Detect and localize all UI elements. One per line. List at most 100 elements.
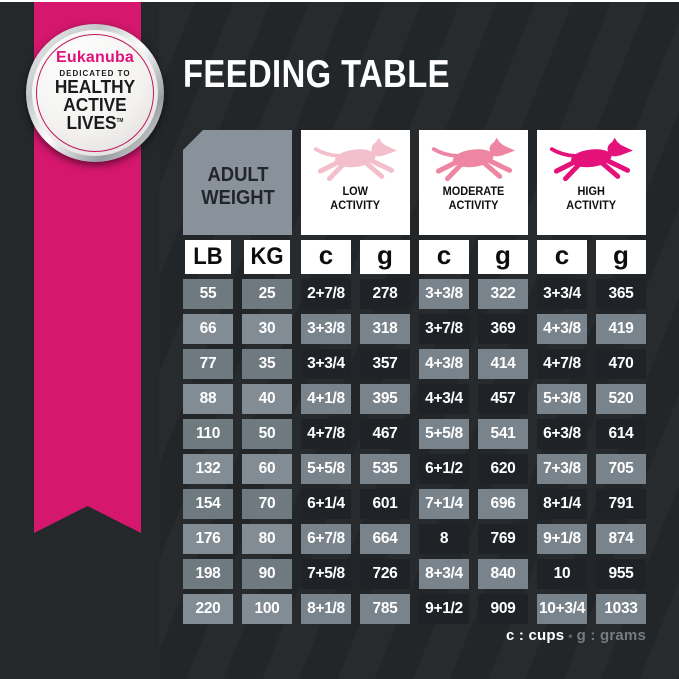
cell-mod_g: 840 xyxy=(478,559,528,589)
cell-low_g: 395 xyxy=(360,384,410,414)
legend-grams: g : grams xyxy=(576,627,646,644)
cell-mod_g: 457 xyxy=(478,384,528,414)
cell-mod_c: 4+3/8 xyxy=(419,349,469,379)
cell-high_g: 791 xyxy=(596,489,646,519)
legend-separator-dot: • xyxy=(568,629,573,643)
moderate-activity-line2: ACTIVITY xyxy=(448,200,499,213)
high-activity-line2: ACTIVITY xyxy=(566,200,617,213)
brand-badge: Eukanuba DEDICATED TO HEALTHY ACTIVE LIV… xyxy=(26,24,164,162)
cell-lb: 77 xyxy=(183,349,233,379)
badge-word-lives: LIVESTM xyxy=(35,112,156,133)
cell-mod_c: 8+3/4 xyxy=(419,559,469,589)
cell-low_g: 278 xyxy=(360,279,410,309)
page-title: FEEDING TABLE xyxy=(183,53,450,96)
cell-mod_c: 3+7/8 xyxy=(419,314,469,344)
cell-kg: 50 xyxy=(242,419,292,449)
cell-mod_c: 5+5/8 xyxy=(419,419,469,449)
cell-high_c: 9+1/8 xyxy=(537,524,587,554)
cell-mod_g: 909 xyxy=(478,594,528,624)
legend-cups: c : cups xyxy=(505,627,565,644)
running-dog-icon xyxy=(431,137,515,182)
badge-text: Eukanuba DEDICATED TO HEALTHY ACTIVE LIV… xyxy=(32,30,158,132)
cell-low_g: 664 xyxy=(360,524,410,554)
cell-mod_g: 322 xyxy=(478,279,528,309)
low-activity-line1: LOW xyxy=(342,186,369,198)
adult-weight-header: ADULT WEIGHT xyxy=(183,130,292,235)
badge-ring xyxy=(36,34,154,152)
high-activity-header: HIGH ACTIVITY xyxy=(537,130,646,235)
cell-mod_g: 769 xyxy=(478,524,528,554)
cell-low_g: 357 xyxy=(360,349,410,379)
cell-lb: 66 xyxy=(183,314,233,344)
brand-name: Eukanuba xyxy=(55,49,135,66)
cell-kg: 25 xyxy=(242,279,292,309)
low-activity-line2: ACTIVITY xyxy=(330,200,381,213)
cell-high_c: 3+3/4 xyxy=(537,279,587,309)
cell-kg: 60 xyxy=(242,454,292,484)
trademark-symbol: TM xyxy=(116,117,124,124)
unit-header-lb: LB xyxy=(185,240,231,274)
badge-word-healthy: HEALTHY xyxy=(54,77,136,97)
cell-high_c: 8+1/4 xyxy=(537,489,587,519)
cell-lb: 88 xyxy=(183,384,233,414)
cell-low_c: 6+1/4 xyxy=(301,489,351,519)
low-activity-label: LOW ACTIVITY xyxy=(331,185,381,214)
cell-low_c: 3+3/8 xyxy=(301,314,351,344)
cell-mod_c: 4+3/4 xyxy=(419,384,469,414)
unit-header-kg: KG xyxy=(244,240,290,274)
unit-header-g: g xyxy=(596,240,646,274)
unit-header-g: g xyxy=(360,240,410,274)
cell-high_g: 419 xyxy=(596,314,646,344)
cell-high_g: 365 xyxy=(596,279,646,309)
cell-lb: 154 xyxy=(183,489,233,519)
high-activity-label: HIGH ACTIVITY xyxy=(567,185,617,214)
cell-high_c: 5+3/8 xyxy=(537,384,587,414)
cell-mod_g: 414 xyxy=(478,349,528,379)
cell-mod_c: 3+3/8 xyxy=(419,279,469,309)
cell-lb: 132 xyxy=(183,454,233,484)
cell-high_g: 470 xyxy=(596,349,646,379)
cell-mod_c: 9+1/2 xyxy=(419,594,469,624)
unit-header-c: c xyxy=(419,240,469,274)
cell-kg: 80 xyxy=(242,524,292,554)
adult-weight-line1: ADULT xyxy=(207,163,268,186)
cell-kg: 40 xyxy=(242,384,292,414)
top-border xyxy=(0,0,679,2)
badge-word-lives-text: LIVES xyxy=(66,112,117,133)
moderate-activity-header: MODERATE ACTIVITY xyxy=(419,130,528,235)
cell-low_g: 726 xyxy=(360,559,410,589)
cell-high_g: 874 xyxy=(596,524,646,554)
cell-high_c: 6+3/8 xyxy=(537,419,587,449)
cell-low_g: 785 xyxy=(360,594,410,624)
cell-low_c: 2+7/8 xyxy=(301,279,351,309)
cell-low_c: 5+5/8 xyxy=(301,454,351,484)
badge-face: Eukanuba DEDICATED TO HEALTHY ACTIVE LIV… xyxy=(32,30,158,156)
cell-high_c: 10 xyxy=(537,559,587,589)
cell-high_g: 520 xyxy=(596,384,646,414)
cell-lb: 198 xyxy=(183,559,233,589)
cell-low_c: 4+7/8 xyxy=(301,419,351,449)
cell-mod_g: 620 xyxy=(478,454,528,484)
legend: c : cups • g : grams xyxy=(183,627,646,644)
cell-kg: 90 xyxy=(242,559,292,589)
cell-low_c: 8+1/8 xyxy=(301,594,351,624)
badge-word-active: ACTIVE xyxy=(63,94,127,115)
cell-high_g: 614 xyxy=(596,419,646,449)
cell-high_c: 10+3/4 xyxy=(537,594,587,624)
moderate-activity-label: MODERATE ACTIVITY xyxy=(443,185,505,214)
cell-high_c: 4+7/8 xyxy=(537,349,587,379)
running-dog-icon xyxy=(313,137,397,182)
cell-low_c: 7+5/8 xyxy=(301,559,351,589)
cell-mod_c: 8 xyxy=(419,524,469,554)
moderate-activity-line1: MODERATE xyxy=(442,186,505,198)
cell-kg: 30 xyxy=(242,314,292,344)
cell-high_g: 705 xyxy=(596,454,646,484)
cell-low_g: 601 xyxy=(360,489,410,519)
cell-lb: 220 xyxy=(183,594,233,624)
cell-high_c: 4+3/8 xyxy=(537,314,587,344)
unit-header-c: c xyxy=(537,240,587,274)
cell-low_c: 6+7/8 xyxy=(301,524,351,554)
cell-mod_g: 696 xyxy=(478,489,528,519)
badge-dedication: DEDICATED TO xyxy=(59,69,131,78)
